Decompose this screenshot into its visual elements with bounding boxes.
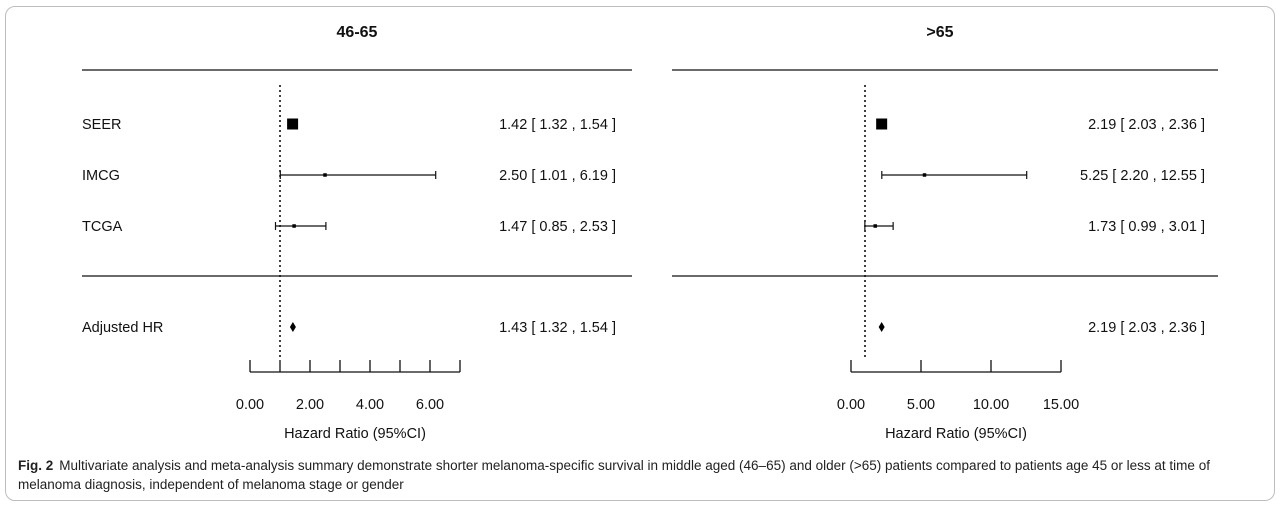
forest-plots: 46-65 SEER 1.42 [ 1.32 , 1.54 ] IMCG 2.50 [ … xyxy=(82,24,1218,442)
point-estimate xyxy=(873,224,877,228)
summary-hr-text: 1.43 [ 1.32 , 1.54 ] xyxy=(499,320,616,336)
x-tick-label: 0.00 xyxy=(837,397,865,413)
figure-frame xyxy=(5,6,1275,501)
forest-panel-1: 46-65 SEER 1.42 [ 1.32 , 1.54 ] IMCG 2.50 [ … xyxy=(82,24,632,442)
x-tick-label: 5.00 xyxy=(907,397,935,413)
summary-label: Adjusted HR xyxy=(82,320,163,336)
hr-ci-text: 2.50 [ 1.01 , 6.19 ] xyxy=(499,168,616,184)
summary-diamond xyxy=(289,322,296,332)
hr-ci-text: 1.47 [ 0.85 , 2.53 ] xyxy=(499,219,616,235)
hr-ci-text: 2.19 [ 2.03 , 2.36 ] xyxy=(1088,117,1205,133)
study-label: TCGA xyxy=(82,219,123,235)
x-tick-label: 15.00 xyxy=(1043,397,1079,413)
hr-ci-text: 1.42 [ 1.32 , 1.54 ] xyxy=(499,117,616,133)
caption-label: Fig. 2 xyxy=(18,458,54,473)
point-estimate xyxy=(876,118,888,130)
figure-caption: Fig. 2 Multivariate analysis and meta-ana… xyxy=(18,456,1258,494)
x-tick-label: 10.00 xyxy=(973,397,1009,413)
panel-title: >65 xyxy=(926,24,953,41)
hr-ci-text: 1.73 [ 0.99 , 3.01 ] xyxy=(1088,219,1205,235)
x-tick-label: 2.00 xyxy=(296,397,324,413)
x-tick-label: 4.00 xyxy=(356,397,384,413)
x-tick-label: 6.00 xyxy=(416,397,444,413)
x-tick-label: 0.00 xyxy=(236,397,264,413)
summary-hr-text: 2.19 [ 2.03 , 2.36 ] xyxy=(1088,320,1205,336)
point-estimate xyxy=(323,173,327,177)
summary-diamond xyxy=(878,322,885,332)
point-estimate xyxy=(292,224,296,228)
x-axis-label: Hazard Ratio (95%CI) xyxy=(885,426,1027,442)
study-label: IMCG xyxy=(82,168,120,184)
hr-ci-text: 5.25 [ 2.20 , 12.55 ] xyxy=(1080,168,1205,184)
panel-title: 46-65 xyxy=(337,24,378,41)
caption-text: Multivariate analysis and meta-analysis … xyxy=(18,458,1210,492)
point-estimate xyxy=(287,118,299,130)
point-estimate xyxy=(922,173,927,177)
study-label: SEER xyxy=(82,117,122,133)
x-axis-label: Hazard Ratio (95%CI) xyxy=(284,426,426,442)
forest-panel-2: >65 2.19 [ 2.03 , 2.36 ] 5.25 [ 2.20 , 12.… xyxy=(672,24,1218,442)
